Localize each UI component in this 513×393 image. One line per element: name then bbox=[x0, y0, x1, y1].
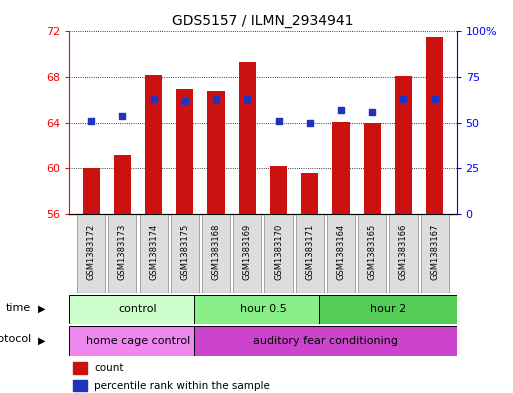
Bar bbox=[426, 37, 443, 214]
Bar bbox=[364, 123, 381, 214]
Text: hour 0.5: hour 0.5 bbox=[240, 305, 286, 314]
Bar bbox=[233, 214, 261, 293]
Text: GSM1383164: GSM1383164 bbox=[337, 224, 345, 280]
Bar bbox=[327, 214, 355, 293]
Text: home cage control: home cage control bbox=[86, 336, 190, 346]
Bar bbox=[171, 214, 199, 293]
Text: protocol: protocol bbox=[0, 334, 31, 344]
Text: GSM1383171: GSM1383171 bbox=[305, 224, 314, 280]
Bar bbox=[108, 214, 136, 293]
Bar bbox=[332, 122, 349, 214]
Bar bbox=[140, 214, 168, 293]
Bar bbox=[358, 214, 386, 293]
Bar bbox=[301, 173, 319, 214]
Bar bbox=[114, 155, 131, 214]
Text: GSM1383169: GSM1383169 bbox=[243, 224, 252, 280]
Bar bbox=[77, 214, 105, 293]
Point bbox=[243, 96, 251, 102]
Text: auditory fear conditioning: auditory fear conditioning bbox=[253, 336, 398, 346]
Text: GSM1383168: GSM1383168 bbox=[211, 224, 221, 280]
Bar bbox=[73, 362, 87, 373]
Bar bbox=[145, 75, 162, 214]
Bar bbox=[83, 169, 100, 214]
Point bbox=[87, 118, 95, 124]
Bar bbox=[239, 62, 256, 214]
Point bbox=[119, 112, 127, 119]
Point bbox=[306, 120, 314, 126]
Bar bbox=[319, 295, 457, 324]
Text: GSM1383173: GSM1383173 bbox=[118, 224, 127, 280]
Text: GSM1383174: GSM1383174 bbox=[149, 224, 158, 280]
Text: count: count bbox=[94, 363, 124, 373]
Title: GDS5157 / ILMN_2934941: GDS5157 / ILMN_2934941 bbox=[172, 14, 353, 28]
Point bbox=[149, 96, 157, 102]
Bar bbox=[202, 214, 230, 293]
Text: GSM1383167: GSM1383167 bbox=[430, 224, 439, 280]
Text: percentile rank within the sample: percentile rank within the sample bbox=[94, 380, 270, 391]
Bar bbox=[395, 76, 412, 214]
Text: time: time bbox=[6, 303, 31, 313]
Point bbox=[337, 107, 345, 113]
Point bbox=[181, 98, 189, 104]
Point bbox=[274, 118, 283, 124]
Point bbox=[399, 96, 407, 102]
Point bbox=[430, 96, 439, 102]
Text: GSM1383165: GSM1383165 bbox=[368, 224, 377, 280]
Point bbox=[368, 109, 377, 115]
Text: ▶: ▶ bbox=[38, 304, 46, 314]
Bar bbox=[389, 214, 418, 293]
Bar bbox=[207, 91, 225, 214]
Bar bbox=[194, 326, 457, 356]
Bar bbox=[265, 214, 292, 293]
Text: GSM1383172: GSM1383172 bbox=[87, 224, 95, 280]
Bar bbox=[69, 326, 207, 356]
Bar bbox=[176, 88, 193, 214]
Bar bbox=[73, 380, 87, 391]
Bar bbox=[69, 295, 207, 324]
Text: ▶: ▶ bbox=[38, 335, 46, 345]
Point bbox=[212, 96, 220, 102]
Bar bbox=[270, 166, 287, 214]
Text: GSM1383170: GSM1383170 bbox=[274, 224, 283, 280]
Text: GSM1383175: GSM1383175 bbox=[181, 224, 189, 280]
Text: control: control bbox=[119, 305, 157, 314]
Bar bbox=[194, 295, 331, 324]
Text: GSM1383166: GSM1383166 bbox=[399, 224, 408, 280]
Bar bbox=[421, 214, 449, 293]
Bar bbox=[295, 214, 324, 293]
Text: hour 2: hour 2 bbox=[370, 305, 406, 314]
